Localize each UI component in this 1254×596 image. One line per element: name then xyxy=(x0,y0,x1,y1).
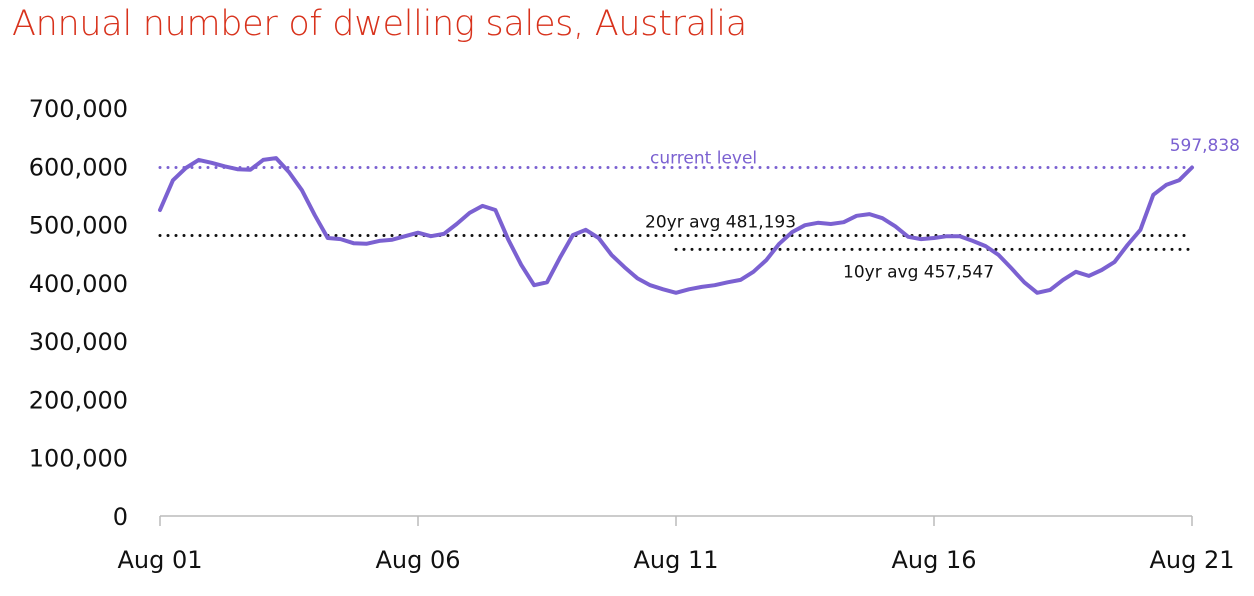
y-tick-label: 100,000 xyxy=(29,445,128,473)
y-tick-label: 0 xyxy=(113,503,128,531)
x-tick-label: Aug 11 xyxy=(633,546,718,574)
y-tick-label: 300,000 xyxy=(29,328,128,356)
x-tick-label: Aug 01 xyxy=(117,546,202,574)
chart-title: Annual number of dwelling sales, Austral… xyxy=(12,4,747,44)
x-tick-label: Aug 16 xyxy=(891,546,976,574)
reference-line-label: 20yr avg 481,193 xyxy=(645,213,796,233)
reference-line-label: 10yr avg 457,547 xyxy=(843,262,994,282)
reference-line-label: current level xyxy=(650,149,757,169)
y-tick-label: 500,000 xyxy=(29,212,128,240)
y-tick-label: 700,000 xyxy=(29,95,128,123)
x-tick-label: Aug 06 xyxy=(375,546,460,574)
end-value-label: 597,838 xyxy=(1170,136,1240,156)
y-tick-label: 200,000 xyxy=(29,386,128,414)
y-tick-label: 400,000 xyxy=(29,270,128,298)
x-tick-label: Aug 21 xyxy=(1149,546,1234,574)
y-tick-label: 600,000 xyxy=(29,153,128,181)
